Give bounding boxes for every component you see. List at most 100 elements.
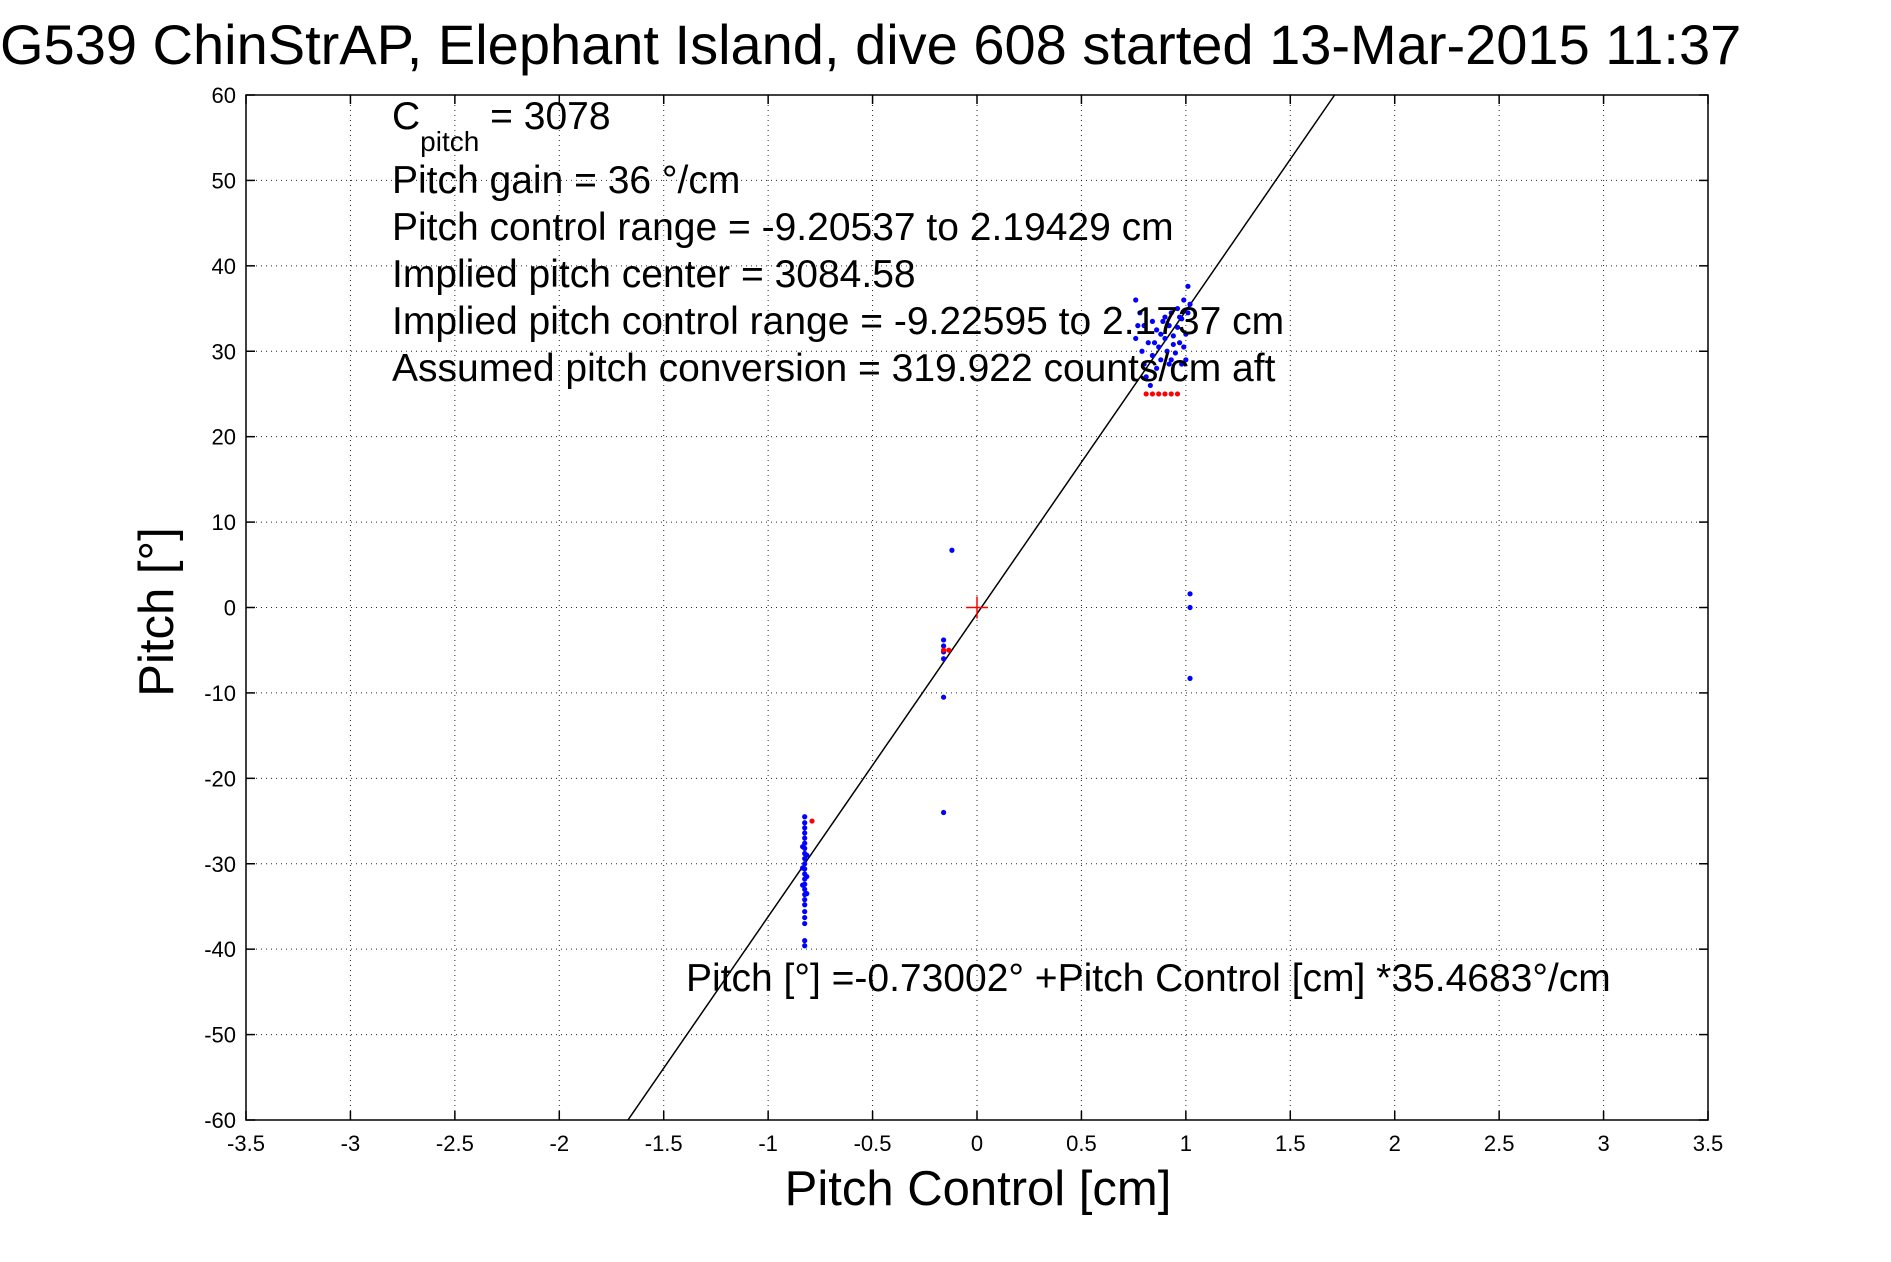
fit-equation: Pitch [°] =-0.73002° +Pitch Control [cm]… <box>686 957 1611 1000</box>
data-point <box>1168 357 1174 363</box>
y-tick-label: 20 <box>212 425 236 450</box>
data-point <box>1141 361 1147 367</box>
y-tick-label: -60 <box>204 1108 236 1133</box>
data-point <box>1162 391 1168 397</box>
data-point <box>1143 374 1149 380</box>
annotation-cpitch: Cpitch = 3078 <box>392 95 611 157</box>
data-point <box>1187 604 1193 611</box>
data-point <box>1143 391 1149 397</box>
data-point <box>1187 301 1193 307</box>
data-point <box>802 820 808 826</box>
data-point <box>802 908 808 915</box>
data-point <box>1170 341 1176 348</box>
data-point <box>800 844 806 850</box>
data-point <box>1156 391 1162 397</box>
series-1 <box>800 283 1193 949</box>
data-point <box>804 891 810 897</box>
x-tick-label: -1 <box>758 1131 778 1156</box>
data-point <box>809 818 815 824</box>
x-tick-label: -0.5 <box>854 1131 892 1156</box>
data-point <box>1187 591 1193 597</box>
x-tick-label: -2.5 <box>436 1131 474 1156</box>
annotation-pitch-control-range: Pitch control range = -9.20537 to 2.1942… <box>392 206 1174 249</box>
y-tick-label: -30 <box>204 852 236 877</box>
data-point <box>1179 361 1185 367</box>
annotation-cpitch-value: = 3078 <box>479 95 610 138</box>
data-point <box>1166 361 1172 367</box>
data-point <box>1147 382 1153 389</box>
data-point <box>1168 310 1174 316</box>
data-point <box>1168 391 1174 397</box>
data-point <box>940 637 947 643</box>
annotation-pitch-conversion: Assumed pitch conversion = 319.922 count… <box>392 347 1276 390</box>
data-point <box>940 656 947 662</box>
x-tick-label: 1.5 <box>1275 1131 1306 1156</box>
data-point <box>1183 357 1189 363</box>
data-point <box>1176 340 1183 346</box>
data-point <box>802 835 808 841</box>
data-point <box>1164 348 1170 354</box>
x-tick-label: 0.5 <box>1066 1131 1097 1156</box>
x-tick-label: 3 <box>1597 1131 1609 1156</box>
y-tick-label: 30 <box>212 339 236 364</box>
data-point <box>1162 335 1168 342</box>
data-point <box>1187 675 1193 681</box>
x-tick-label: -1.5 <box>645 1131 683 1156</box>
data-point <box>1185 283 1191 289</box>
data-point <box>946 647 952 653</box>
data-point <box>1174 391 1181 397</box>
data-point <box>802 920 808 927</box>
x-axis-label: Pitch Control [cm] <box>785 1162 1172 1216</box>
data-point <box>800 865 806 871</box>
x-tick-label: 2 <box>1389 1131 1401 1156</box>
x-tick-label: 3.5 <box>1693 1131 1724 1156</box>
y-tick-label: -40 <box>204 937 236 962</box>
data-point <box>1135 323 1141 329</box>
x-tick-label: -2 <box>550 1131 570 1156</box>
y-tick-label: -20 <box>204 766 236 791</box>
data-point <box>940 647 947 653</box>
calibration-annotations: Cpitch = 3078 Pitch gain = 36 °/cm Pitch… <box>392 95 1284 390</box>
data-point <box>1172 350 1179 356</box>
y-tick-label: 50 <box>212 168 236 193</box>
data-point <box>1154 365 1160 371</box>
x-tick-label: -3.5 <box>227 1131 265 1156</box>
data-point <box>1176 314 1183 320</box>
data-point <box>1145 340 1151 346</box>
y-tick-label: 10 <box>212 510 236 535</box>
data-point <box>1160 318 1166 324</box>
x-tick-label: -3 <box>341 1131 361 1156</box>
data-point <box>1151 340 1158 346</box>
data-point <box>1158 357 1164 363</box>
x-tick-label: 0 <box>971 1131 983 1156</box>
data-point <box>802 914 808 921</box>
data-point <box>1141 323 1147 329</box>
y-tick-label: -50 <box>204 1023 236 1048</box>
data-point <box>1185 310 1191 316</box>
chart-title: G539 ChinStrAP, Elephant Island, dive 60… <box>0 13 1741 76</box>
data-point <box>1149 391 1156 397</box>
series-2 <box>809 391 1181 824</box>
data-point <box>1170 333 1176 339</box>
data-point <box>802 825 808 831</box>
data-point <box>1137 310 1143 316</box>
data-point <box>1156 344 1162 350</box>
data-point <box>940 643 947 649</box>
data-point <box>1183 331 1189 337</box>
data-point <box>802 886 808 892</box>
annotation-implied-control-range: Implied pitch control range = -9.22595 t… <box>392 300 1284 343</box>
data-point <box>1174 305 1181 312</box>
data-point <box>802 814 808 820</box>
data-point <box>940 694 947 700</box>
data-point <box>1166 323 1172 329</box>
data-point <box>1162 314 1168 320</box>
annotation-implied-pitch-center: Implied pitch center = 3084.58 <box>392 253 916 296</box>
y-axis-label: Pitch [°] <box>130 527 184 696</box>
y-tick-label: 0 <box>224 596 236 621</box>
annotation-pitch-gain: Pitch gain = 36 °/cm <box>392 159 740 202</box>
data-point <box>949 547 955 553</box>
data-point <box>1181 344 1187 350</box>
data-points <box>800 283 1193 949</box>
data-point <box>940 809 947 816</box>
